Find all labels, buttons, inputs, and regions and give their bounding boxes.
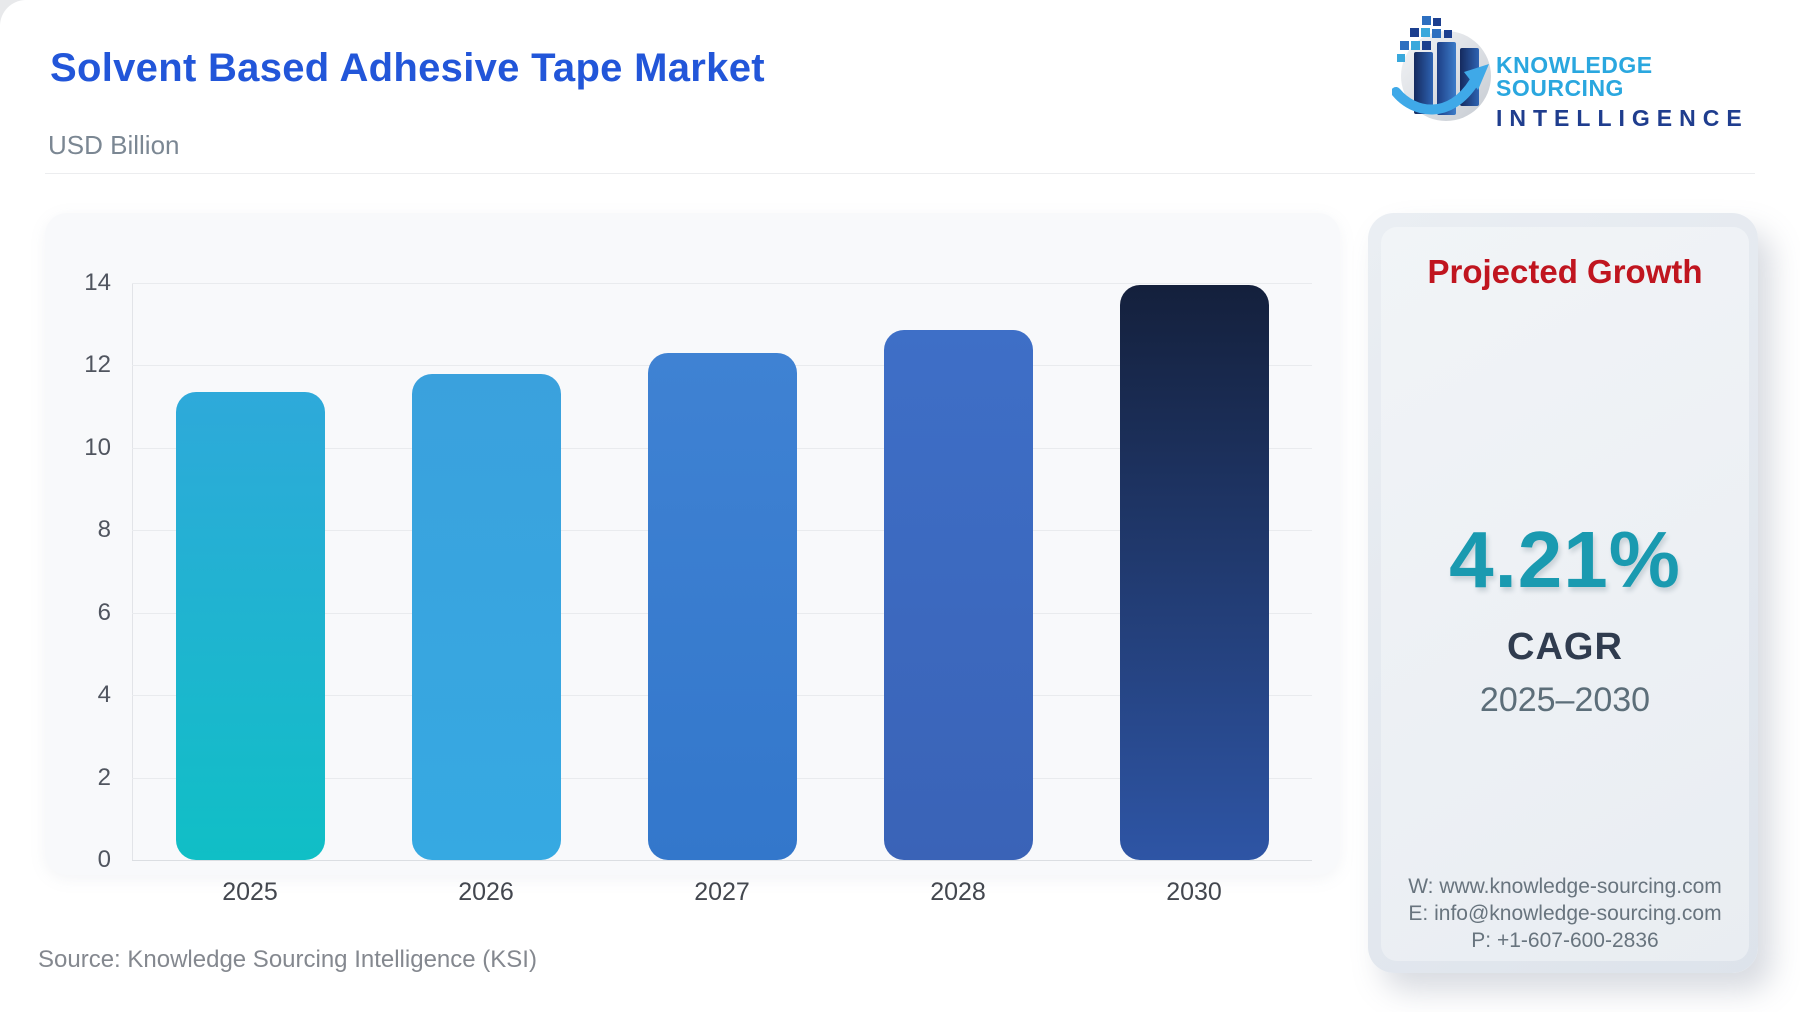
x-label-2028: 2028 xyxy=(930,878,986,906)
contact-email: E: info@knowledge-sourcing.com xyxy=(1408,902,1722,925)
contact-block: W: www.knowledge-sourcing.com E: info@kn… xyxy=(1381,873,1749,954)
plot-area xyxy=(132,283,1312,861)
y-tick-6: 6 xyxy=(97,598,111,626)
gridline-14 xyxy=(132,283,1312,284)
y-tick-8: 8 xyxy=(97,516,111,544)
projected-growth-inner-card: Projected Growth 4.21% CAGR 2025–2030 W:… xyxy=(1381,227,1749,961)
cagr-label: CAGR xyxy=(1507,626,1623,668)
brand-logo-text: KNOWLEDGE SOURCING INTELLIGENCE xyxy=(1496,54,1752,130)
gridline-0 xyxy=(132,860,1312,861)
panel-title: Projected Growth xyxy=(1427,253,1703,290)
bar-2028 xyxy=(883,330,1033,860)
cagr-value: 4.21% xyxy=(1449,515,1681,604)
projected-growth-panel: Projected Growth 4.21% CAGR 2025–2030 W:… xyxy=(1368,213,1758,973)
bar-2027 xyxy=(647,353,797,860)
cagr-period: 2025–2030 xyxy=(1479,681,1651,719)
source-note: Source: Knowledge Sourcing Intelligence … xyxy=(38,946,537,973)
header-divider xyxy=(45,173,1755,174)
page-title: Solvent Based Adhesive Tape Market xyxy=(50,46,765,90)
y-tick-2: 2 xyxy=(97,763,111,791)
y-tick-10: 10 xyxy=(84,433,111,461)
unit-label: USD Billion xyxy=(48,130,180,160)
bar-chart-card: 0 2 4 6 8 10 12 14 xyxy=(45,213,1340,875)
bar-2026 xyxy=(411,373,561,860)
brand-name-bottom: INTELLIGENCE xyxy=(1496,105,1749,131)
x-label-2030: 2030 xyxy=(1166,878,1222,906)
x-label-2025: 2025 xyxy=(222,878,278,906)
brand-name-top: KNOWLEDGE SOURCING xyxy=(1496,52,1653,101)
brand-logo: KNOWLEDGE SOURCING INTELLIGENCE xyxy=(1392,14,1752,130)
x-axis-labels: 2025 2026 2027 2028 2030 xyxy=(132,878,1312,907)
y-tick-12: 12 xyxy=(84,351,111,379)
y-tick-14: 14 xyxy=(84,269,111,296)
y-axis-line xyxy=(132,283,133,861)
x-label-2027: 2027 xyxy=(694,878,750,906)
y-tick-4: 4 xyxy=(97,681,111,709)
x-label-2026: 2026 xyxy=(458,878,514,906)
bar-2030 xyxy=(1119,285,1269,860)
bar-2025 xyxy=(175,392,325,860)
brand-logo-icon xyxy=(1392,16,1491,121)
contact-website: W: www.knowledge-sourcing.com xyxy=(1408,875,1722,898)
y-tick-0: 0 xyxy=(97,846,111,873)
contact-phone: P: +1-607-600-2836 xyxy=(1471,929,1659,952)
